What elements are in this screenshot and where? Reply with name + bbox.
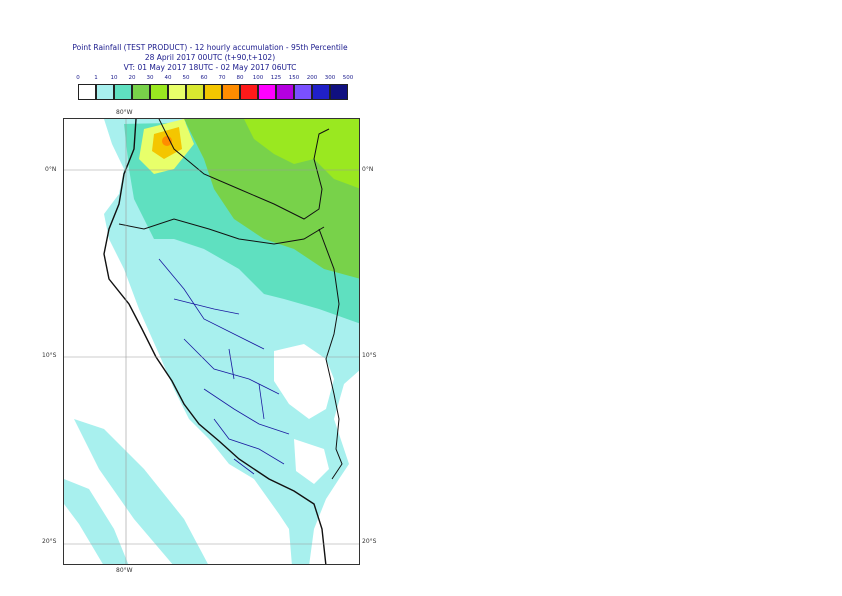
legend-swatch (294, 84, 312, 100)
legend-tick-label: 10 (110, 75, 118, 81)
legend-swatch (186, 84, 204, 100)
lat-label-20-left: 20°S (42, 538, 57, 545)
legend-tick-label: 60 (200, 75, 208, 81)
legend-swatch (114, 84, 132, 100)
lat-label-10-right: 10°S (362, 352, 377, 359)
region-borders (158, 258, 290, 475)
legend-swatch (222, 84, 240, 100)
legend-swatch (168, 84, 186, 100)
legend-tick-label: 40 (164, 75, 172, 81)
legend-tick-label: 50 (182, 75, 190, 81)
legend-swatch (312, 84, 330, 100)
legend-tick-label: 100 (252, 75, 264, 81)
lon-label-top: 80°W (116, 109, 133, 116)
legend-tick-label: 125 (270, 75, 282, 81)
legend-swatch (330, 84, 348, 100)
chart-subtitle-run: 28 April 2017 00UTC (t+90,t+102) (144, 53, 276, 62)
rain-hotspot-red (162, 136, 172, 146)
lat-label-10-left: 10°S (42, 352, 57, 359)
lat-label-0-right: 0°N (362, 166, 374, 173)
border-ecuador-colombia (158, 119, 330, 220)
legend-tick-label: 70 (218, 75, 226, 81)
legend-tick-label: 0 (76, 75, 80, 81)
legend-tick-label: 300 (324, 75, 336, 81)
lon-label-bottom: 80°W (116, 567, 133, 574)
map-canvas (64, 119, 359, 564)
legend-tick-label: 200 (306, 75, 318, 81)
rainfall-map (63, 118, 360, 565)
legend-swatch (150, 84, 168, 100)
lat-label-20-right: 20°S (362, 538, 377, 545)
legend-swatch (96, 84, 114, 100)
border-peru-ecuador (118, 218, 325, 245)
chart-title: Point Rainfall (TEST PRODUCT) - 12 hourl… (72, 43, 348, 52)
border-peru-brazil (318, 228, 343, 480)
legend-tick-label: 80 (236, 75, 244, 81)
legend-tick-label: 1 (94, 75, 98, 81)
legend-swatch (276, 84, 294, 100)
coastline (103, 119, 327, 564)
legend-tick-label: 500 (342, 75, 354, 81)
legend-swatch (240, 84, 258, 100)
legend-swatch (204, 84, 222, 100)
chart-subtitle-validity: VT: 01 May 2017 18UTC - 02 May 2017 06UT… (123, 63, 297, 72)
color-legend: 0 1 10 20 30 40 50 60 70 80 100 125 150 200 300 500 (76, 75, 353, 102)
legend-swatch (132, 84, 150, 100)
lat-label-0-left: 0°N (45, 166, 57, 173)
legend-swatch (78, 84, 96, 100)
dry-patch-east (274, 344, 334, 419)
legend-swatch (258, 84, 276, 100)
legend-tick-label: 30 (146, 75, 154, 81)
dry-patch-southeast (294, 439, 329, 484)
rain-field-lime (244, 119, 359, 189)
legend-tick-label: 20 (128, 75, 136, 81)
offshore-streak-2 (64, 479, 129, 564)
legend-tick-label: 150 (288, 75, 300, 81)
offshore-streak-1 (74, 419, 208, 564)
